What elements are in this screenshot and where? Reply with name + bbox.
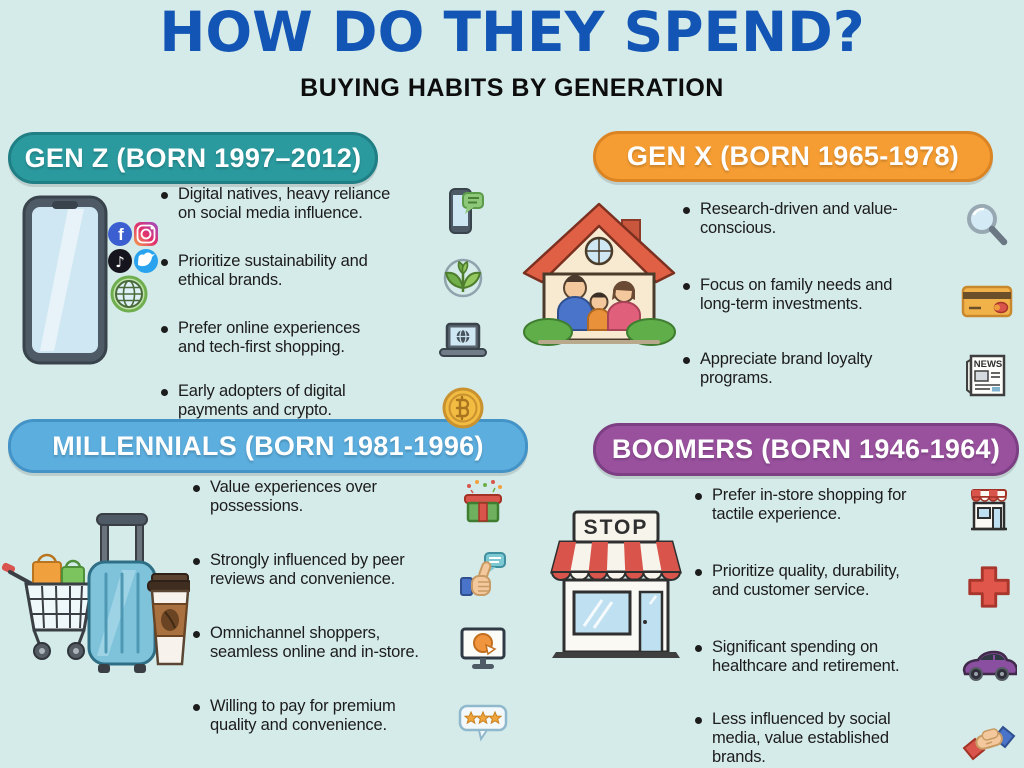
coffee-cup	[147, 573, 193, 666]
svg-text:♪: ♪	[115, 253, 125, 271]
millennials-header: MILLENNIALS (BORN 1981-1996)	[8, 419, 528, 473]
credit-card-icon	[958, 276, 1016, 326]
genz-section: f ♪	[8, 183, 492, 449]
boomers-bullet-list: Prefer in-store shopping for tactile exp…	[692, 476, 1018, 768]
boomers-section: STOP	[540, 476, 1018, 768]
list-item: Focus on family needs and long-term inve…	[680, 276, 1016, 326]
svg-text:NEWS: NEWS	[974, 359, 1003, 370]
laptop-globe-icon	[434, 319, 492, 367]
bullet-text: Prioritize quality, durability, and cust…	[712, 562, 900, 600]
list-item: Willing to pay for premium quality and c…	[190, 697, 512, 745]
bullet-marker	[695, 717, 702, 724]
phone-chat-icon	[434, 185, 492, 237]
awning	[550, 540, 682, 581]
list-item: Omnichannel shoppers, seamless online an…	[190, 624, 512, 674]
bullet-marker	[193, 704, 200, 711]
store-sign-label: STOP	[584, 516, 649, 539]
bullet-marker	[161, 389, 168, 396]
bullet-text: Early adopters of digital payments and c…	[178, 382, 346, 420]
bullet-marker	[683, 207, 690, 214]
thumbs-up-review-icon	[454, 551, 512, 601]
genx-header: GEN X (BORN 1965-1978)	[593, 131, 993, 182]
bullet-text: Prefer online experiences and tech-first…	[178, 319, 361, 357]
bullet-marker	[161, 326, 168, 333]
bullet-text: Significant spending on healthcare and r…	[712, 638, 900, 676]
bullet-marker	[695, 569, 702, 576]
list-item: Prefer online experiences and tech-first…	[158, 319, 492, 367]
genz-header: GEN Z (BORN 1997–2012)	[8, 132, 378, 184]
cart-luggage-coffee-illustration	[0, 472, 193, 717]
gift-confetti-icon	[454, 478, 512, 528]
bullet-marker	[161, 192, 168, 199]
bullet-text: Value experiences over possessions.	[210, 478, 377, 516]
bullet-marker	[193, 631, 200, 638]
list-item: Appreciate brand loyalty programs. NEWS	[680, 350, 1016, 402]
list-item: Strongly influenced by peer reviews and …	[190, 551, 512, 601]
bullet-text: Prioritize sustainability and ethical br…	[178, 252, 368, 290]
millennials-section: Value experiences over possessions.	[0, 472, 512, 768]
bullet-text: Focus on family needs and long-term inve…	[700, 276, 893, 314]
bullet-marker	[161, 259, 168, 266]
stars-review-bubble-icon	[454, 697, 512, 745]
newspaper-icon: NEWS	[958, 350, 1016, 402]
car-icon	[960, 638, 1018, 684]
tiktok-icon: ♪	[108, 249, 132, 273]
bitcoin-coin-icon	[434, 382, 492, 434]
globe-icon	[110, 275, 148, 313]
boomers-header: BOOMERS (BORN 1946-1964)	[593, 423, 1019, 476]
instagram-icon	[134, 222, 158, 246]
bullet-marker	[683, 283, 690, 290]
bullet-text: Appreciate brand loyalty programs.	[700, 350, 873, 388]
list-item: Prioritize quality, durability, and cust…	[692, 562, 1018, 612]
millennials-bullet-list: Value experiences over possessions.	[190, 472, 512, 768]
bullet-text: Research-driven and value- conscious.	[700, 200, 898, 238]
list-item: Less influenced by social media, value e…	[692, 710, 1018, 767]
list-item: Early adopters of digital payments and c…	[158, 382, 492, 434]
storefront-illustration: STOP	[540, 476, 692, 683]
twitter-icon	[134, 249, 158, 273]
list-item: Digital natives, heavy reliance on socia…	[158, 185, 492, 237]
bullet-marker	[695, 493, 702, 500]
bullet-text: Omnichannel shoppers, seamless online an…	[210, 624, 419, 662]
page-subtitle: BUYING HABITS BY GENERATION	[300, 74, 724, 102]
genz-bullet-list: Digital natives, heavy reliance on socia…	[158, 183, 492, 449]
list-item: Research-driven and value- conscious.	[680, 200, 1016, 252]
genx-bullet-list: Research-driven and value- conscious. Fo…	[680, 186, 1016, 426]
list-item: Prioritize sustainability and ethical br…	[158, 252, 492, 304]
monitor-shopping-icon	[454, 624, 512, 674]
list-item: Significant spending on healthcare and r…	[692, 638, 1018, 684]
bullet-marker	[193, 558, 200, 565]
facebook-icon: f	[108, 222, 132, 246]
smartphone-social-illustration: f ♪	[8, 183, 158, 386]
bullet-text: Prefer in-store shopping for tactile exp…	[712, 486, 907, 524]
shopping-cart	[1, 553, 94, 660]
bullet-marker	[683, 357, 690, 364]
family-house-illustration	[518, 186, 680, 361]
list-item: Prefer in-store shopping for tactile exp…	[692, 486, 1018, 536]
genx-section: Research-driven and value- conscious. Fo…	[518, 186, 1016, 426]
bullet-marker	[695, 645, 702, 652]
child-figure	[587, 292, 611, 331]
magnifier-icon	[958, 200, 1016, 252]
bullet-text: Digital natives, heavy reliance on socia…	[178, 185, 391, 223]
list-item: Value experiences over possessions.	[190, 478, 512, 528]
handshake-icon	[960, 714, 1018, 764]
bullet-marker	[193, 485, 200, 492]
bullet-text: Less influenced by social media, value e…	[712, 710, 891, 767]
luggage	[87, 513, 157, 673]
father-figure	[557, 275, 593, 331]
red-cross-icon	[960, 562, 1018, 612]
page-title: HOW DO THEY SPEND?	[159, 0, 865, 64]
eco-plant-icon	[434, 252, 492, 304]
svg-text:f: f	[118, 225, 124, 244]
bullet-text: Strongly influenced by peer reviews and …	[210, 551, 405, 589]
storefront-icon	[960, 486, 1018, 536]
bullet-text: Willing to pay for premium quality and c…	[210, 697, 396, 735]
